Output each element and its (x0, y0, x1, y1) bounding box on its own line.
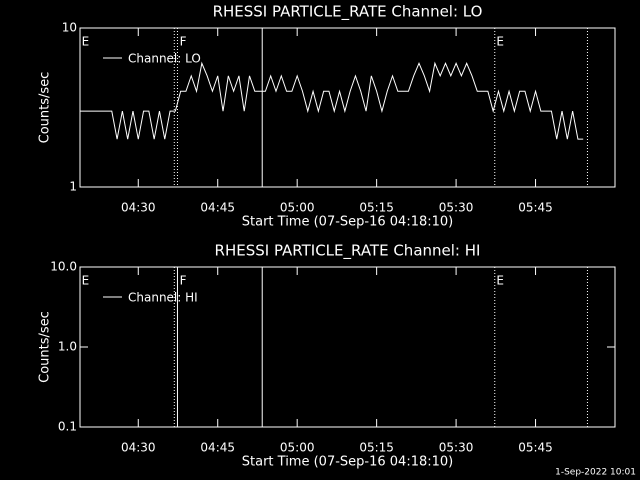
x-tick-label: 04:30 (121, 201, 156, 215)
annotation: E (496, 274, 504, 288)
footer: 1-Sep-2022 10:01 (555, 468, 636, 478)
x-tick-label: 04:45 (200, 441, 235, 455)
x-tick-label: 04:45 (200, 201, 235, 215)
y-tick-label: 0.1 (58, 420, 77, 434)
y-tick-label: 10.0 (50, 260, 77, 274)
x-tick-label: 05:45 (518, 201, 553, 215)
plot-frame (79, 27, 616, 188)
annotation: F (180, 274, 187, 288)
x-axis-label: Start Time (07-Sep-16 04:18:10) (242, 215, 453, 230)
x-tick-label: 05:30 (439, 201, 474, 215)
x-tick-label: 05:45 (518, 441, 553, 455)
x-tick-label: 05:30 (439, 441, 474, 455)
annotation: E (82, 35, 90, 49)
x-tick-label: 05:15 (359, 201, 394, 215)
y-axis-label: Counts/sec (38, 311, 53, 383)
y-tick-label: 1 (69, 180, 77, 194)
legend-label: Channel: HI (128, 291, 198, 305)
x-tick-label: 05:00 (280, 201, 315, 215)
data-line (80, 61, 584, 140)
y-tick-label: 10 (62, 21, 77, 35)
y-axis-label: Counts/sec (38, 72, 53, 144)
x-tick-label: 05:00 (280, 441, 315, 455)
legend-label: Channel: LO (128, 52, 201, 66)
x-tick-label: 04:30 (121, 441, 156, 455)
chart-title: RHESSI PARTICLE_RATE Channel: LO (213, 3, 483, 22)
annotation: E (496, 35, 504, 49)
y-tick-label: 1.0 (58, 340, 77, 354)
annotation: E (82, 274, 90, 288)
annotation: F (180, 35, 187, 49)
x-axis-label: Start Time (07-Sep-16 04:18:10) (242, 455, 453, 470)
chart-title: RHESSI PARTICLE_RATE Channel: HI (215, 242, 481, 261)
x-tick-label: 05:15 (359, 441, 394, 455)
